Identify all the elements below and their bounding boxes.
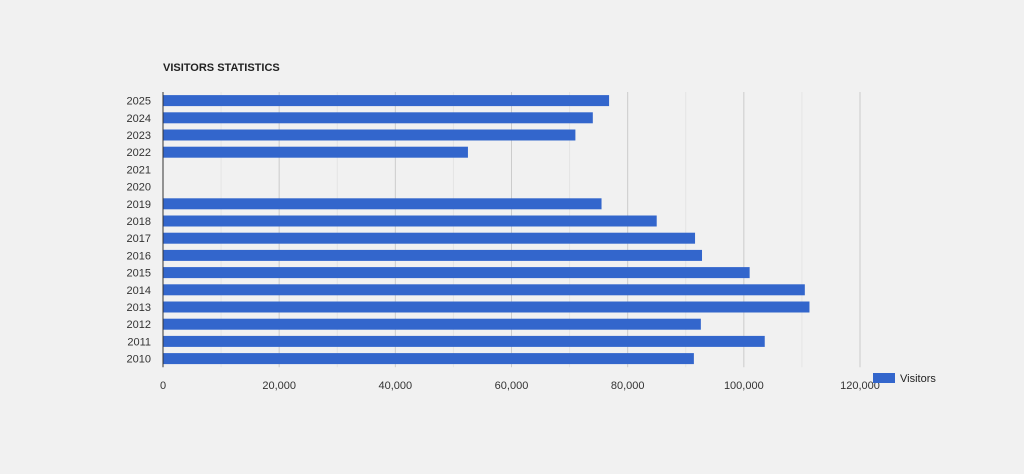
y-tick-label: 2016: [127, 250, 151, 262]
bar-2024[interactable]: [163, 112, 593, 124]
bars-group: [163, 95, 810, 365]
x-tick-label: 80,000: [611, 380, 645, 392]
bar-2013[interactable]: [163, 301, 810, 313]
x-tick-label: 120,000: [840, 380, 880, 392]
y-tick-label: 2012: [127, 319, 151, 331]
y-tick-label: 2017: [127, 233, 151, 245]
bar-2016[interactable]: [163, 249, 703, 261]
x-axis-labels: 0 20,000 40,000 60,000 80,000 100,000 120,000: [160, 380, 880, 392]
y-tick-label: 2019: [127, 199, 151, 211]
y-tick-label: 2014: [127, 285, 151, 297]
bar-2014[interactable]: [163, 284, 805, 296]
chart-title: VISITORS STATISTICS: [163, 62, 280, 74]
bar-2011[interactable]: [163, 335, 765, 347]
y-tick-label: 2010: [127, 354, 151, 366]
y-tick-label: 2018: [127, 216, 151, 228]
y-tick-label: 2022: [127, 147, 151, 159]
y-tick-label: 2011: [127, 336, 151, 348]
x-tick-label: 100,000: [724, 380, 764, 392]
legend-label-visitors: Visitors: [900, 373, 936, 385]
legend-swatch-visitors: [873, 373, 895, 383]
y-tick-label: 2015: [127, 268, 151, 280]
x-tick-label: 0: [160, 380, 166, 392]
x-tick-label: 20,000: [262, 380, 296, 392]
x-tick-label: 60,000: [495, 380, 529, 392]
bar-2010[interactable]: [163, 353, 694, 365]
y-tick-label: 2023: [127, 130, 151, 142]
bar-2012[interactable]: [163, 318, 701, 330]
bar-2022[interactable]: [163, 146, 468, 158]
y-axis-labels: 2025 2024 2023 2022 2021 2020 2019 2018 2017 2016…: [127, 96, 151, 366]
bar-2018[interactable]: [163, 215, 657, 227]
x-tick-label: 40,000: [379, 380, 413, 392]
y-tick-label: 2021: [127, 164, 151, 176]
legend[interactable]: Visitors: [873, 373, 936, 385]
bar-2017[interactable]: [163, 232, 696, 244]
y-tick-label: 2013: [127, 302, 151, 314]
y-tick-label: 2025: [127, 96, 151, 108]
y-tick-label: 2020: [127, 182, 151, 194]
bar-2025[interactable]: [163, 95, 610, 107]
bar-2023[interactable]: [163, 129, 576, 141]
y-tick-label: 2024: [127, 113, 151, 125]
bar-2019[interactable]: [163, 198, 602, 210]
bar-2015[interactable]: [163, 267, 750, 279]
